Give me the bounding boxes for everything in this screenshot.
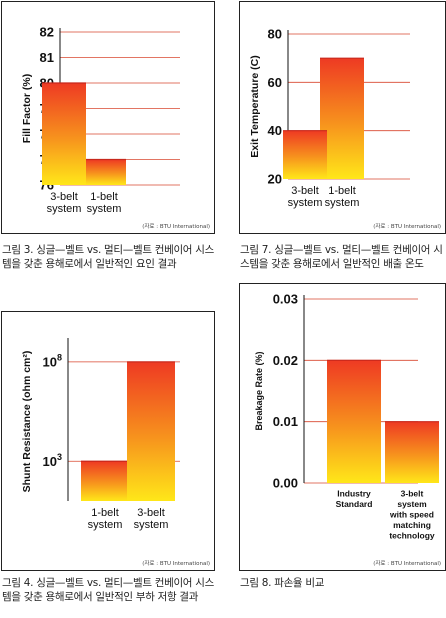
y-tick-label: 0.02 xyxy=(273,353,298,368)
y-tick-label: 40 xyxy=(268,123,282,138)
y-axis-title: Breakage Rate (%) xyxy=(254,351,264,430)
source-note: (자료 : BTU International) xyxy=(373,559,441,567)
category-label: 3-belt system xyxy=(134,507,169,531)
y-tick-label: 60 xyxy=(268,75,282,90)
category-label: 1-belt system xyxy=(88,507,123,531)
category-label: 3-belt system xyxy=(47,191,82,215)
category-label: 1-belt system xyxy=(325,185,360,209)
chart-fill-factor: 76777879808182Fill Factor (%)1-beltsyste… xyxy=(21,25,210,231)
y-tick-label: 0.01 xyxy=(273,414,298,429)
bar xyxy=(327,360,381,483)
bar xyxy=(42,83,86,185)
chart-breakage-rate: 0.00 0.01 0.02 0.03 Breakage Rate (%) Industr… xyxy=(254,292,441,568)
y-tick-label: 81 xyxy=(40,50,54,65)
source-note: (자료 : BTU International) xyxy=(373,222,441,230)
bar xyxy=(283,130,327,179)
category-label: Industry Standard xyxy=(336,489,373,510)
bar xyxy=(82,159,126,185)
chart-panel-breakage-rate: 0.00 0.01 0.02 0.03 Breakage Rate (%) Industr… xyxy=(239,283,446,571)
caption-figure-8: 그림 8. 파손율 비교 xyxy=(240,577,325,589)
chart-panel-fill-factor: 76777879808182Fill Factor (%)1-beltsyste… xyxy=(1,1,215,234)
y-tick-label: 0.03 xyxy=(273,292,298,307)
category-label: 3-belt system xyxy=(288,185,323,209)
y-axis-title: Exit Temperature (C) xyxy=(249,55,261,158)
category-label: 1-belt system xyxy=(87,191,122,215)
y-axis-title: Shunt Resistance (ohm cm²) xyxy=(21,351,33,493)
chart-panel-exit-temperature: 20 40 60 80 Exit Temperature (C) 1-belt system… xyxy=(239,1,446,234)
y-tick-label: 20 xyxy=(268,172,282,187)
bar xyxy=(320,58,364,179)
chart-panel-shunt-resistance: 103 108 Shunt Resistance (ohm cm²) 1-belt sy… xyxy=(1,311,215,571)
y-tick-label: 80 xyxy=(268,27,282,42)
bar xyxy=(81,461,129,501)
caption-figure-3: 그림 3. 싱글—벨트 vs. 멀티—벨트 컨베이어 시스템을 갖춘 용해로에서… xyxy=(2,244,214,270)
source-note: (자료 : BTU International) xyxy=(142,222,210,230)
bar xyxy=(127,361,175,501)
caption-figure-7: 그림 7. 싱글—벨트 vs. 멀티—벨트 컨베이어 시스템을 갖춘 용해로에서… xyxy=(240,244,443,270)
y-tick-label: 108 xyxy=(43,352,62,369)
y-tick-label: 103 xyxy=(43,452,62,469)
category-label: 3-belt system with speed matching technology xyxy=(389,489,435,541)
bar xyxy=(385,421,439,483)
y-axis-title: Fill Factor (%) xyxy=(21,74,33,143)
chart-exit-temperature: 20 40 60 80 Exit Temperature (C) 1-belt system… xyxy=(249,27,441,231)
y-tick-label: 0.00 xyxy=(273,476,298,491)
caption-figure-4: 그림 4. 싱글—벨트 vs. 멀티—벨트 컨베이어 시스템을 갖춘 용해로에서… xyxy=(2,577,214,603)
chart-shunt-resistance: 103 108 Shunt Resistance (ohm cm²) 1-belt sy… xyxy=(21,338,210,567)
y-tick-label: 82 xyxy=(40,25,54,40)
source-note: (자료 : BTU International) xyxy=(142,559,210,567)
